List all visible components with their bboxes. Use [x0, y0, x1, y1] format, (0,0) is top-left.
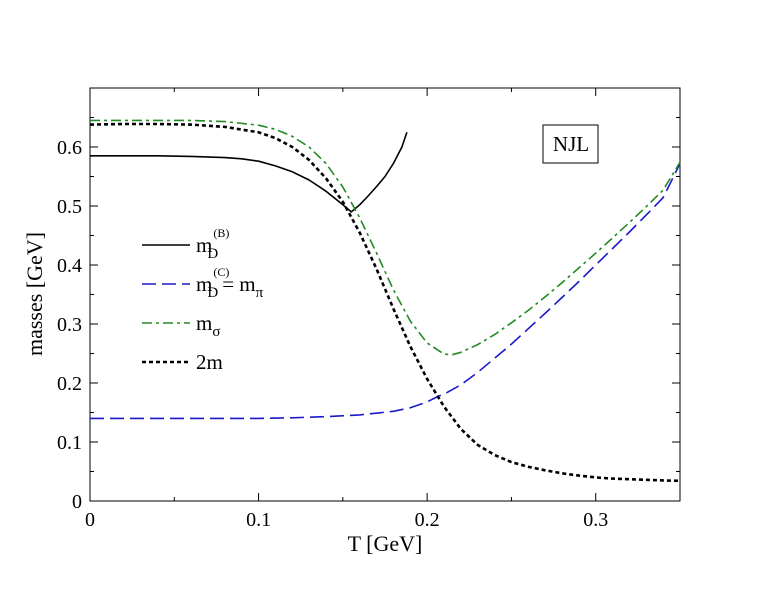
y-tick-label: 0.1 [57, 432, 82, 454]
y-tick-label: 0 [72, 491, 82, 513]
x-tick-label: 0 [85, 509, 95, 531]
y-tick-label: 0.6 [57, 137, 82, 159]
x-tick-label: 0.2 [415, 509, 440, 531]
x-axis-label: T [GeV] [348, 531, 423, 556]
series-line-1 [90, 163, 681, 420]
axis-ticks: 0 0.1 0.2 0.3 0 0.1 0.2 0.3 0.4 0.5 0.6 [57, 88, 680, 531]
x-tick-label: 0.3 [583, 509, 608, 531]
y-tick-label: 0.4 [57, 255, 82, 277]
series-line-3 [89, 122, 681, 483]
y-tick-label: 0.3 [57, 314, 82, 336]
series-line-2 [90, 119, 681, 356]
annotation-box [542, 124, 599, 164]
njl-annotation: NJL [542, 124, 599, 164]
legend: m(B) Dm(C) D = mπ mσ 2m [142, 226, 264, 374]
series-layer [89, 119, 681, 483]
y-tick-label: 0.2 [57, 373, 82, 395]
legend-label-2: mσ [196, 311, 220, 340]
annotation-text: NJL [553, 132, 589, 156]
legend-label-3: 2m [196, 350, 223, 374]
y-tick-label: 0.5 [57, 196, 82, 218]
x-tick-label: 0.1 [246, 509, 271, 531]
legend-label-1: m(C) D = mπ [196, 265, 264, 301]
legend-label-0: m(B) D [196, 226, 229, 262]
y-axis-label: masses [GeV] [22, 232, 47, 356]
series-line-0 [90, 132, 408, 213]
